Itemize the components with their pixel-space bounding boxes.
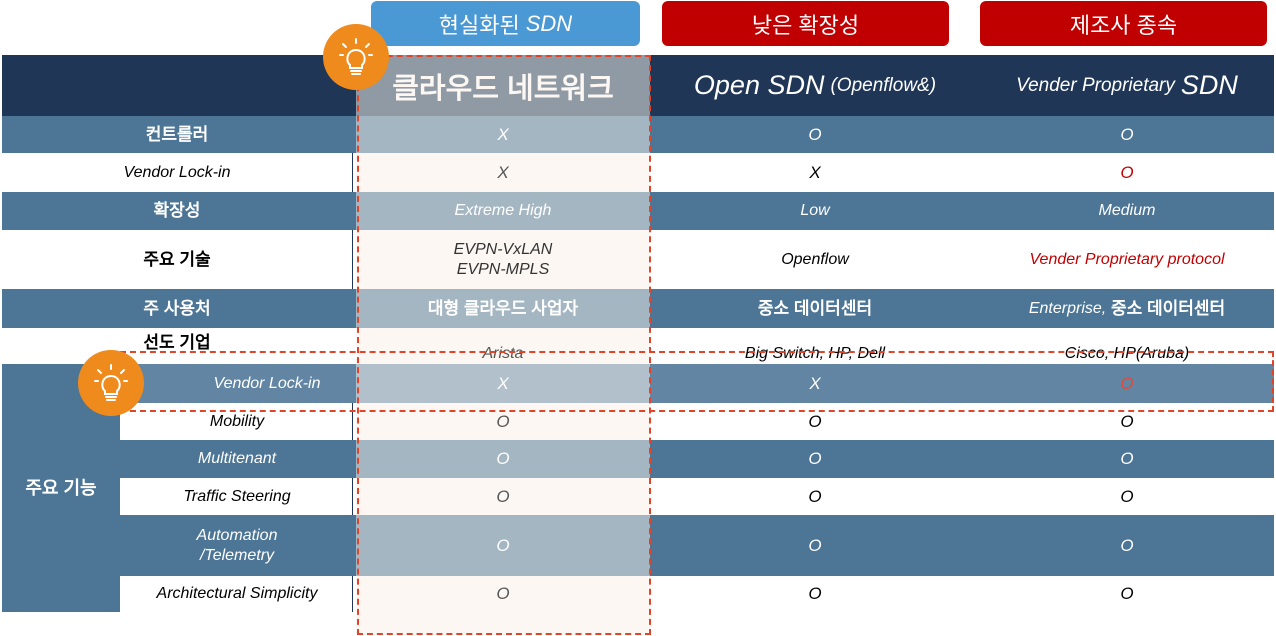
cloud-cell-tint bbox=[356, 515, 650, 576]
cell-value: Extreme High bbox=[454, 202, 552, 219]
cell-value: O bbox=[1120, 486, 1134, 506]
cell-value: O bbox=[1120, 162, 1134, 182]
tag-realized-suffix: SDN bbox=[525, 10, 573, 36]
features-group-label: 주요 기능 bbox=[25, 477, 97, 498]
feature-label-automation-telemetry: Automation /Telemetry bbox=[120, 515, 354, 576]
header-cloud-network: 클라우드 네트워크 bbox=[392, 72, 614, 105]
table-row bbox=[120, 440, 1274, 478]
header-open-sdn-paren: (Openflow&) bbox=[830, 74, 937, 96]
tag-vendor-lockin: 제조사 종속 bbox=[980, 1, 1267, 46]
lightbulb-icon bbox=[323, 24, 389, 90]
row-label-controller: 컨트롤러 bbox=[145, 124, 209, 144]
header-open-sdn-main: Open SDN bbox=[693, 70, 825, 100]
row-label-leading-companies: 선도 기업 bbox=[143, 333, 211, 352]
column-separator bbox=[352, 153, 353, 192]
column-separator bbox=[352, 576, 353, 612]
feature-label-line: Automation bbox=[196, 526, 278, 544]
cell-value: O bbox=[1120, 449, 1134, 469]
cell-value: X bbox=[497, 124, 509, 144]
table-row bbox=[2, 328, 1274, 364]
column-separator bbox=[352, 230, 353, 289]
column-separator bbox=[352, 478, 353, 515]
cloud-cell-tint bbox=[356, 192, 650, 230]
vendor-lockin-dashed-frame bbox=[120, 351, 1274, 412]
cell-value: 대형 클라우드 사업자 bbox=[427, 298, 579, 318]
table-row bbox=[2, 192, 1274, 230]
row-label-scalability: 확장성 bbox=[153, 201, 201, 221]
cell-value: O bbox=[808, 124, 822, 144]
row-label-main-usage: 주 사용처 bbox=[143, 298, 211, 318]
feature-label-traffic-steering: Traffic Steering bbox=[183, 487, 291, 505]
feature-label-architectural-simplicity: Architectural Simplicity bbox=[156, 585, 318, 602]
cell-value: O bbox=[808, 411, 822, 431]
cell-value: Medium bbox=[1098, 202, 1156, 219]
cloud-cell-tint bbox=[356, 116, 650, 153]
feature-label-vendor-lockin: Vendor Lock-in bbox=[213, 374, 321, 392]
cell-part: Enterprise, bbox=[1028, 299, 1107, 317]
cloud-cell-tint bbox=[356, 289, 650, 328]
cell-value: O bbox=[1120, 373, 1134, 393]
cell-line: EVPN-MPLS bbox=[456, 260, 550, 278]
tag-low-scalability-label: 낮은 확장성 bbox=[751, 12, 860, 38]
cell-value: O bbox=[1120, 535, 1134, 555]
cell-value: O bbox=[1120, 124, 1134, 144]
cell-value: 중소 데이터센터 bbox=[757, 298, 873, 318]
cell-line: EVPN-VxLAN bbox=[453, 240, 553, 258]
cell-value: X bbox=[497, 373, 509, 393]
table-row bbox=[120, 576, 1274, 612]
cell-value: X bbox=[497, 162, 509, 182]
header-vendor-sdn-large: SDN bbox=[1180, 70, 1238, 100]
cell-value: Low bbox=[800, 202, 830, 219]
tag-vendor-lockin-label: 제조사 종속 bbox=[1069, 12, 1178, 38]
cell-value: Openflow bbox=[781, 250, 849, 268]
cell-value: O bbox=[496, 449, 510, 469]
cell-value: EVPN-VxLAN EVPN-MPLS bbox=[356, 230, 650, 289]
row-label-vendor-lockin: Vendor Lock-in bbox=[123, 163, 231, 181]
table-row bbox=[2, 289, 1274, 328]
feature-label-multitenant: Multitenant bbox=[197, 450, 277, 467]
cell-value: Arista bbox=[482, 345, 524, 362]
cloud-cell-tint bbox=[356, 364, 650, 403]
row-label-key-technology: 주요 기술 bbox=[143, 249, 211, 269]
table-row bbox=[2, 364, 1274, 403]
tag-low-scalability: 낮은 확장성 bbox=[662, 1, 949, 46]
table-row bbox=[2, 116, 1274, 153]
cloud-cell-tint bbox=[356, 440, 650, 478]
cell-value: O bbox=[496, 584, 510, 604]
cell-value: O bbox=[496, 486, 510, 506]
cell-part: 중소 데이터센터 bbox=[1106, 298, 1226, 318]
cloud-column-highlight bbox=[356, 55, 650, 635]
header-vendor-sdn: Vender Proprietary SDN bbox=[980, 55, 1274, 116]
cell-value: O bbox=[808, 486, 822, 506]
cell-value: Vender Proprietary protocol bbox=[1029, 250, 1225, 268]
cell-value: X bbox=[809, 373, 821, 393]
lightbulb-icon bbox=[78, 350, 144, 416]
tag-realized-sdn: 현실화된 SDN bbox=[371, 1, 640, 46]
cell-value: O bbox=[808, 535, 822, 555]
cell-value: Cisco, HP(Aruba) bbox=[1064, 345, 1190, 362]
cell-value: Big Switch, HP, Dell bbox=[744, 345, 886, 362]
cell-value: O bbox=[1120, 584, 1134, 604]
table-row bbox=[2, 153, 1274, 193]
cell-value: O bbox=[496, 535, 510, 555]
feature-label-mobility: Mobility bbox=[209, 412, 265, 430]
column-separator bbox=[352, 403, 353, 440]
table-row bbox=[120, 515, 1274, 576]
tag-realized-prefix: 현실화된 bbox=[438, 12, 520, 38]
header-vendor-sdn-small: Vender Proprietary bbox=[1016, 74, 1175, 96]
cell-value: O bbox=[808, 449, 822, 469]
highlight-row-tint bbox=[120, 364, 1274, 403]
cell-value: O bbox=[808, 584, 822, 604]
cell-value: Enterprise, 중소 데이터센터 bbox=[980, 289, 1274, 328]
cloud-column-dashed-frame bbox=[357, 55, 651, 635]
header-highlight bbox=[356, 55, 650, 116]
feature-label-line: /Telemetry bbox=[199, 546, 275, 564]
cell-value: O bbox=[1120, 411, 1134, 431]
cell-value: X bbox=[809, 162, 821, 182]
header-open-sdn: Open SDN (Openflow&) bbox=[650, 55, 980, 116]
cell-value: O bbox=[496, 411, 510, 431]
